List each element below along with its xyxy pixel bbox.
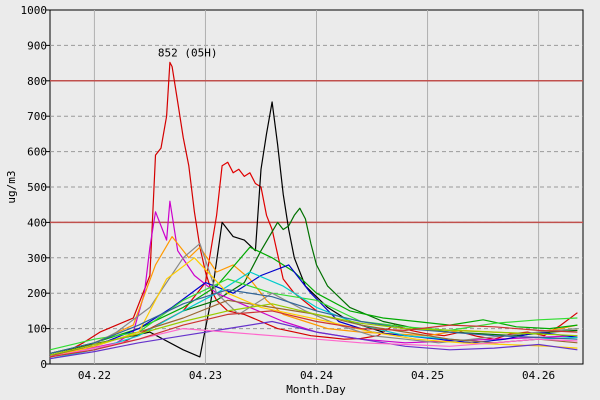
y-tick-label: 100 — [27, 323, 47, 336]
x-tick-label: 04.25 — [411, 369, 444, 382]
y-tick-label: 300 — [27, 252, 47, 265]
threshold-layer — [50, 80, 583, 224]
x-tick-label: 04.23 — [189, 369, 222, 382]
x-tick-label: 04.22 — [78, 369, 111, 382]
y-tick-label: 900 — [27, 39, 47, 52]
y-tick-label: 600 — [27, 146, 47, 159]
x-tick-label: 04.24 — [300, 369, 333, 382]
series-layer — [49, 61, 578, 360]
y-axis-title: ug/m3 — [5, 170, 18, 203]
series-line-3 — [49, 101, 384, 358]
annotation-layer: 852 (05H) — [158, 46, 218, 59]
x-axis-title: Month.Day — [286, 383, 346, 396]
y-tick-label: 800 — [27, 75, 47, 88]
series-line-14 — [49, 320, 578, 360]
series-line-18 — [49, 310, 578, 358]
y-tick-label: 200 — [27, 287, 47, 300]
x-tick-label: 04.26 — [522, 369, 555, 382]
y-tick-label: 0 — [40, 358, 47, 371]
series-line-13 — [49, 257, 578, 358]
series-line-17 — [49, 303, 578, 356]
y-tick-label: 700 — [27, 110, 47, 123]
series-line-5 — [49, 200, 578, 358]
series-line-16 — [49, 289, 578, 354]
y-tick-label: 400 — [27, 216, 47, 229]
y-tick-label: 1000 — [21, 4, 48, 17]
tick-layer: 0 100 200 300 400 500 600 700 800 900 1000 04.22 04.… — [21, 4, 556, 382]
series-line-7 — [49, 246, 578, 354]
peak-annotation: 852 (05H) — [158, 46, 218, 59]
y-tick-label: 500 — [27, 181, 47, 194]
